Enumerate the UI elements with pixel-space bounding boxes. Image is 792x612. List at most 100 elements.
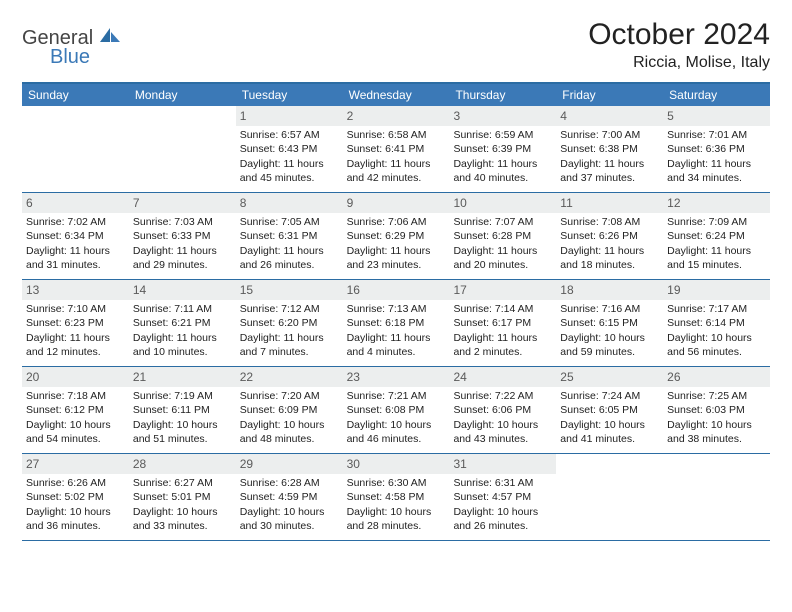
sunset-text: Sunset: 5:01 PM: [133, 490, 232, 504]
brand-logo: General Blue: [22, 26, 122, 69]
day-details: Sunrise: 7:08 AMSunset: 6:26 PMDaylight:…: [556, 213, 663, 276]
daylight-text: Daylight: 11 hours and 10 minutes.: [133, 331, 232, 359]
sunset-text: Sunset: 6:41 PM: [347, 142, 446, 156]
sunset-text: Sunset: 6:36 PM: [667, 142, 766, 156]
sunrise-text: Sunrise: 7:08 AM: [560, 215, 659, 229]
day-number: 7: [129, 193, 236, 213]
sunrise-text: Sunrise: 7:17 AM: [667, 302, 766, 316]
day-details: Sunrise: 6:58 AMSunset: 6:41 PMDaylight:…: [343, 126, 450, 189]
day-number: 23: [343, 367, 450, 387]
sunrise-text: Sunrise: 6:28 AM: [240, 476, 339, 490]
sunset-text: Sunset: 6:39 PM: [453, 142, 552, 156]
day-number: 21: [129, 367, 236, 387]
sunrise-text: Sunrise: 7:25 AM: [667, 389, 766, 403]
daylight-text: Daylight: 10 hours and 38 minutes.: [667, 418, 766, 446]
weekday-friday: Friday: [556, 84, 663, 106]
sunrise-text: Sunrise: 6:26 AM: [26, 476, 125, 490]
sunrise-text: Sunrise: 6:59 AM: [453, 128, 552, 142]
day-details: Sunrise: 7:09 AMSunset: 6:24 PMDaylight:…: [663, 213, 770, 276]
daylight-text: Daylight: 11 hours and 26 minutes.: [240, 244, 339, 272]
sunset-text: Sunset: 6:17 PM: [453, 316, 552, 330]
day-number: 9: [343, 193, 450, 213]
day-number: 26: [663, 367, 770, 387]
sunrise-text: Sunrise: 7:11 AM: [133, 302, 232, 316]
day-details: Sunrise: 6:59 AMSunset: 6:39 PMDaylight:…: [449, 126, 556, 189]
day-cell-27: 27Sunrise: 6:26 AMSunset: 5:02 PMDayligh…: [22, 454, 129, 540]
day-number: 4: [556, 106, 663, 126]
daylight-text: Daylight: 10 hours and 33 minutes.: [133, 505, 232, 533]
day-cell-21: 21Sunrise: 7:19 AMSunset: 6:11 PMDayligh…: [129, 367, 236, 453]
day-details: Sunrise: 7:13 AMSunset: 6:18 PMDaylight:…: [343, 300, 450, 363]
sunset-text: Sunset: 6:21 PM: [133, 316, 232, 330]
day-number: 17: [449, 280, 556, 300]
sunset-text: Sunset: 6:23 PM: [26, 316, 125, 330]
day-cell-14: 14Sunrise: 7:11 AMSunset: 6:21 PMDayligh…: [129, 280, 236, 366]
day-number: 19: [663, 280, 770, 300]
daylight-text: Daylight: 11 hours and 15 minutes.: [667, 244, 766, 272]
day-number: 28: [129, 454, 236, 474]
week-row: 20 Sunrise: 7:18 AMSunset: 6:12 PM Dayligh…: [22, 367, 770, 454]
day-cell-empty: [22, 106, 129, 192]
sunset-text: Sunset: 6:03 PM: [667, 403, 766, 417]
day-number: 27: [22, 454, 129, 474]
calendar-grid: SundayMondayTuesdayWednesdayThursdayFrid…: [22, 82, 770, 541]
day-number: 20: [22, 367, 129, 387]
day-cell-19: 19Sunrise: 7:17 AMSunset: 6:14 PMDayligh…: [663, 280, 770, 366]
day-details: Sunrise: 7:14 AMSunset: 6:17 PMDaylight:…: [449, 300, 556, 363]
day-number: 10: [449, 193, 556, 213]
day-details: Sunrise: 6:57 AMSunset: 6:43 PMDaylight:…: [236, 126, 343, 189]
day-number: 5: [663, 106, 770, 126]
day-cell-10: 10Sunrise: 7:07 AMSunset: 6:28 PMDayligh…: [449, 193, 556, 279]
day-cell-29: 29Sunrise: 6:28 AMSunset: 4:59 PMDayligh…: [236, 454, 343, 540]
sunrise-text: Sunrise: 7:18 AM: [26, 389, 125, 403]
daylight-text: Daylight: 10 hours and 43 minutes.: [453, 418, 552, 446]
sunset-text: Sunset: 4:59 PM: [240, 490, 339, 504]
sunrise-text: Sunrise: 7:05 AM: [240, 215, 339, 229]
sunrise-text: Sunrise: 7:06 AM: [347, 215, 446, 229]
sunrise-text: Sunrise: 7:22 AM: [453, 389, 552, 403]
sunrise-text: Sunrise: 7:07 AM: [453, 215, 552, 229]
day-details: Sunrise: 7:16 AMSunset: 6:15 PMDaylight:…: [556, 300, 663, 363]
day-details: Sunrise: 6:31 AMSunset: 4:57 PMDaylight:…: [449, 474, 556, 537]
daylight-text: Daylight: 11 hours and 42 minutes.: [347, 157, 446, 185]
day-details: Sunrise: 7:05 AMSunset: 6:31 PMDaylight:…: [236, 213, 343, 276]
sunset-text: Sunset: 6:12 PM: [26, 403, 125, 417]
day-cell-16: 16Sunrise: 7:13 AMSunset: 6:18 PMDayligh…: [343, 280, 450, 366]
sunrise-text: Sunrise: 6:31 AM: [453, 476, 552, 490]
sunrise-text: Sunrise: 7:14 AM: [453, 302, 552, 316]
day-details: Sunrise: 7:17 AMSunset: 6:14 PMDaylight:…: [663, 300, 770, 363]
day-cell-6: 6Sunrise: 7:02 AMSunset: 6:34 PMDaylight…: [22, 193, 129, 279]
month-title: October 2024: [588, 18, 770, 52]
page-header: General Blue October 2024 Riccia, Molise…: [22, 18, 770, 72]
daylight-text: Daylight: 10 hours and 26 minutes.: [453, 505, 552, 533]
day-number: 15: [236, 280, 343, 300]
day-cell-28: 28Sunrise: 6:27 AMSunset: 5:01 PMDayligh…: [129, 454, 236, 540]
sunset-text: Sunset: 6:33 PM: [133, 229, 232, 243]
day-cell-17: 17Sunrise: 7:14 AMSunset: 6:17 PMDayligh…: [449, 280, 556, 366]
day-number: 1: [236, 106, 343, 126]
sunrise-text: Sunrise: 7:16 AM: [560, 302, 659, 316]
day-cell-4: 4Sunrise: 7:00 AMSunset: 6:38 PMDaylight…: [556, 106, 663, 192]
sunrise-text: Sunrise: 7:24 AM: [560, 389, 659, 403]
daylight-text: Daylight: 11 hours and 4 minutes.: [347, 331, 446, 359]
sunset-text: Sunset: 4:58 PM: [347, 490, 446, 504]
day-cell-5: 5Sunrise: 7:01 AMSunset: 6:36 PMDaylight…: [663, 106, 770, 192]
sunset-text: Sunset: 6:43 PM: [240, 142, 339, 156]
weekday-tuesday: Tuesday: [236, 84, 343, 106]
day-details: Sunrise: 7:01 AMSunset: 6:36 PMDaylight:…: [663, 126, 770, 189]
day-cell-15: 15Sunrise: 7:12 AMSunset: 6:20 PMDayligh…: [236, 280, 343, 366]
day-cell-8: 8Sunrise: 7:05 AMSunset: 6:31 PMDaylight…: [236, 193, 343, 279]
location-text: Riccia, Molise, Italy: [588, 54, 770, 72]
sunset-text: Sunset: 6:18 PM: [347, 316, 446, 330]
day-cell-7: 7Sunrise: 7:03 AMSunset: 6:33 PMDaylight…: [129, 193, 236, 279]
day-details: Sunrise: 7:00 AMSunset: 6:38 PMDaylight:…: [556, 126, 663, 189]
daylight-text: Daylight: 11 hours and 31 minutes.: [26, 244, 125, 272]
day-number: 12: [663, 193, 770, 213]
day-cell-26: 26 Sunrise: 7:25 AMSunset: 6:03 PMDayligh…: [663, 367, 770, 453]
sunrise-text: Sunrise: 6:30 AM: [347, 476, 446, 490]
weeks-container: 1Sunrise: 6:57 AMSunset: 6:43 PMDaylight…: [22, 106, 770, 541]
sunrise-text: Sunrise: 6:57 AM: [240, 128, 339, 142]
daylight-text: Daylight: 11 hours and 34 minutes.: [667, 157, 766, 185]
week-row: 27Sunrise: 6:26 AMSunset: 5:02 PMDayligh…: [22, 454, 770, 541]
day-number: 6: [22, 193, 129, 213]
